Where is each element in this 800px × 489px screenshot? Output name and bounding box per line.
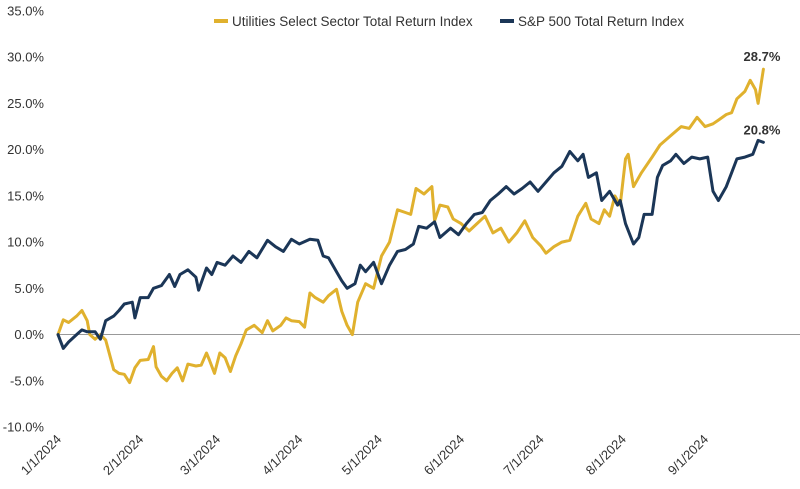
y-tick-label: -5.0% [10,373,44,388]
series-lines [56,67,765,385]
end-value-label: 20.8% [744,122,781,137]
end-value-label: 28.7% [744,49,781,64]
y-tick-label: -10.0% [3,420,45,435]
x-tick-label: 9/1/2024 [665,432,711,478]
y-tick-label: 0.0% [14,327,44,342]
y-tick-label: 10.0% [7,235,44,250]
y-tick-label: 20.0% [7,142,44,157]
legend-label: S&P 500 Total Return Index [518,14,684,29]
y-tick-label: 25.0% [7,96,44,111]
legend-label: Utilities Select Sector Total Return Ind… [232,14,473,29]
x-axis-tick-labels: 1/1/2024 2/1/2024 3/1/2024 4/1/2024 5/1/2024… [18,432,711,478]
x-tick-label: 5/1/2024 [339,432,385,478]
x-tick-label: 8/1/2024 [583,432,629,478]
sp500-series-line [56,138,765,350]
y-tick-label: 35.0% [7,4,44,19]
x-tick-label: 6/1/2024 [421,432,467,478]
x-tick-label: 1/1/2024 [18,432,64,478]
x-tick-label: 7/1/2024 [500,432,546,478]
y-tick-label: 30.0% [7,50,44,65]
y-tick-label: 15.0% [7,188,44,203]
y-axis-tick-labels: 35.0% 30.0% 25.0% 20.0% 15.0% 10.0% 5.0% 0.0% -5… [3,4,45,435]
end-value-labels: 28.7% 20.8% [744,49,781,137]
legend: Utilities Select Sector Total Return Ind… [214,14,684,29]
x-tick-label: 4/1/2024 [259,432,305,478]
x-tick-label: 2/1/2024 [100,432,146,478]
y-tick-label: 5.0% [14,281,44,296]
utilities-series-line [56,67,765,385]
x-tick-label: 3/1/2024 [177,432,223,478]
